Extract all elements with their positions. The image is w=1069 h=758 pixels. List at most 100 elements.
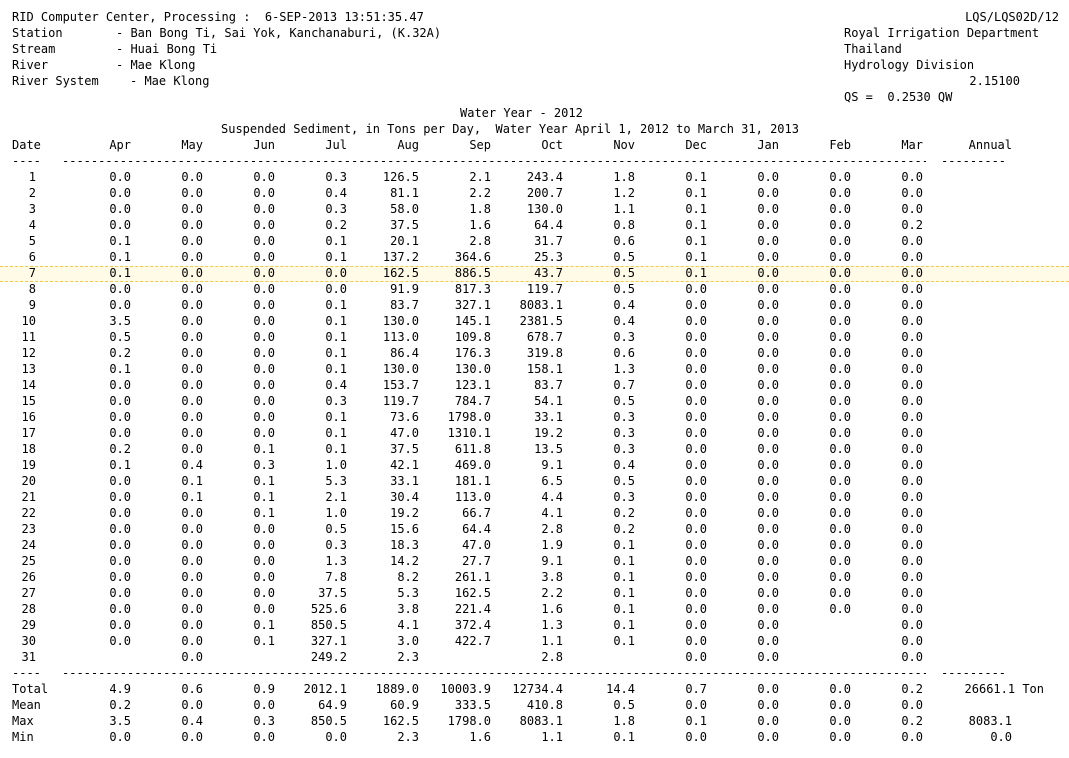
table-cell: 0.0 bbox=[829, 218, 851, 232]
day-number: 26 bbox=[21, 570, 36, 584]
table-cell: 0.0 bbox=[829, 586, 851, 600]
station-label: Station bbox=[12, 26, 63, 40]
summary-cell: 0.0 bbox=[901, 698, 923, 712]
stream-label: Stream bbox=[12, 42, 56, 56]
table-cell: 0.3 bbox=[325, 538, 347, 552]
table-cell: 0.0 bbox=[685, 474, 707, 488]
table-cell: 0.1 bbox=[109, 362, 131, 376]
river-value: - Mae Klong bbox=[116, 58, 196, 72]
table-cell: 0.3 bbox=[613, 330, 635, 344]
summary-cell: 2012.1 bbox=[303, 682, 347, 696]
table-cell: 0.1 bbox=[181, 474, 203, 488]
table-cell: 0.0 bbox=[181, 410, 203, 424]
table-cell: 2.1 bbox=[325, 490, 347, 504]
table-cell: 0.0 bbox=[829, 394, 851, 408]
table-cell: 0.0 bbox=[829, 298, 851, 312]
stream-value: - Huai Bong Ti bbox=[116, 42, 218, 56]
table-cell: 0.0 bbox=[181, 218, 203, 232]
table-cell: 0.1 bbox=[109, 266, 131, 280]
day-number: 5 bbox=[28, 234, 36, 248]
table-cell: 1.6 bbox=[541, 602, 563, 616]
summary-cell: 0.0 bbox=[829, 730, 851, 744]
processing-line: RID Computer Center, Processing : 6-SEP-… bbox=[12, 10, 424, 24]
summary-cell: 2.3 bbox=[397, 730, 419, 744]
table-cell: 0.2 bbox=[109, 346, 131, 360]
table-cell: 0.1 bbox=[685, 234, 707, 248]
day-number: 8 bbox=[28, 282, 36, 296]
table-cell: 0.3 bbox=[325, 202, 347, 216]
annual-underline-bottom: --------- bbox=[941, 666, 1007, 680]
annual-underline: --------- bbox=[941, 154, 1007, 168]
table-cell: 0.0 bbox=[829, 506, 851, 520]
table-cell: 0.5 bbox=[109, 330, 131, 344]
day-number: 27 bbox=[21, 586, 36, 600]
table-cell: 0.0 bbox=[757, 218, 779, 232]
table-cell: 119.7 bbox=[526, 282, 563, 296]
table-cell: 0.0 bbox=[829, 538, 851, 552]
table-cell: 119.7 bbox=[382, 394, 419, 408]
table-cell: 319.8 bbox=[526, 346, 563, 360]
table-cell: 0.0 bbox=[685, 634, 707, 648]
table-cell: 0.1 bbox=[613, 602, 635, 616]
table-cell: 0.3 bbox=[613, 490, 635, 504]
summary-cell: 0.6 bbox=[181, 682, 203, 696]
table-cell: 19.2 bbox=[534, 426, 563, 440]
table-cell: 54.1 bbox=[534, 394, 563, 408]
table-cell: 0.0 bbox=[109, 522, 131, 536]
table-cell: 14.2 bbox=[390, 554, 419, 568]
table-cell: 0.0 bbox=[253, 538, 275, 552]
day-number: 10 bbox=[21, 314, 36, 328]
table-cell: 0.3 bbox=[613, 426, 635, 440]
table-cell: 1.1 bbox=[541, 634, 563, 648]
table-cell: 0.0 bbox=[181, 650, 203, 664]
table-cell: 0.0 bbox=[757, 586, 779, 600]
table-cell: 0.1 bbox=[253, 490, 275, 504]
table-cell: 0.0 bbox=[253, 410, 275, 424]
table-cell: 2381.5 bbox=[519, 314, 563, 328]
table-cell: 0.1 bbox=[325, 298, 347, 312]
table-cell: 0.0 bbox=[901, 426, 923, 440]
table-cell: 0.1 bbox=[613, 618, 635, 632]
summary-cell: 0.1 bbox=[685, 714, 707, 728]
table-cell: 0.0 bbox=[685, 650, 707, 664]
summary-cell: 0.0 bbox=[757, 682, 779, 696]
station-value: - Ban Bong Ti, Sai Yok, Kanchanaburi, (K… bbox=[116, 26, 442, 40]
table-cell: 1798.0 bbox=[447, 410, 491, 424]
table-cell: 0.3 bbox=[325, 394, 347, 408]
table-cell: 0.6 bbox=[613, 346, 635, 360]
table-cell: 0.2 bbox=[109, 442, 131, 456]
table-cell: 0.0 bbox=[109, 490, 131, 504]
summary-cell: 850.5 bbox=[310, 714, 347, 728]
table-cell: 0.5 bbox=[613, 250, 635, 264]
table-cell: 0.1 bbox=[325, 362, 347, 376]
table-cell: 1.8 bbox=[613, 170, 635, 184]
table-cell: 0.0 bbox=[901, 282, 923, 296]
table-cell: 0.1 bbox=[613, 554, 635, 568]
table-cell: 19.2 bbox=[390, 506, 419, 520]
table-cell: 0.1 bbox=[109, 234, 131, 248]
table-cell: 0.0 bbox=[253, 570, 275, 584]
table-cell: 0.0 bbox=[901, 346, 923, 360]
table-cell: 66.7 bbox=[462, 506, 491, 520]
table-cell: 0.0 bbox=[829, 282, 851, 296]
day-number: 21 bbox=[21, 490, 36, 504]
summary-cell: 0.0 bbox=[181, 730, 203, 744]
table-cell: 0.0 bbox=[181, 522, 203, 536]
table-cell: 3.8 bbox=[397, 602, 419, 616]
table-cell: 0.0 bbox=[757, 474, 779, 488]
summary-cell: 0.0 bbox=[685, 730, 707, 744]
table-cell: 0.0 bbox=[181, 314, 203, 328]
table-cell: 327.1 bbox=[310, 634, 347, 648]
table-cell: 0.0 bbox=[109, 538, 131, 552]
table-cell: 64.4 bbox=[462, 522, 491, 536]
report-code: LQS/LQS02D/12 bbox=[965, 10, 1059, 24]
day-number: 19 bbox=[21, 458, 36, 472]
day-number: 6 bbox=[28, 250, 36, 264]
table-cell: 249.2 bbox=[310, 650, 347, 664]
table-cell: 37.5 bbox=[390, 442, 419, 456]
summary-cell: 14.4 bbox=[606, 682, 635, 696]
summary-cell: 0.0 bbox=[757, 714, 779, 728]
month-header-dec: Dec bbox=[685, 138, 707, 152]
table-cell: 4.1 bbox=[541, 506, 563, 520]
table-cell: 0.0 bbox=[757, 298, 779, 312]
